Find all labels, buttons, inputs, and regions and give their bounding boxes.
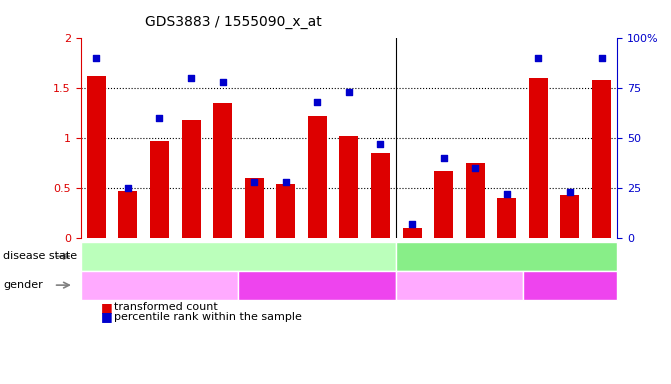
- Bar: [497, 198, 516, 238]
- Text: female: female: [551, 280, 589, 290]
- Point: [438, 155, 449, 161]
- Point: [596, 55, 607, 61]
- Point: [344, 89, 354, 95]
- Bar: [87, 76, 106, 238]
- Bar: [213, 103, 232, 238]
- Bar: [308, 116, 327, 238]
- Bar: [276, 184, 295, 238]
- Point: [533, 55, 544, 61]
- Text: normal glucose tolerance: normal glucose tolerance: [436, 251, 578, 262]
- Text: disease state: disease state: [3, 251, 77, 262]
- Point: [249, 179, 260, 185]
- Bar: [529, 78, 548, 238]
- Text: female: female: [298, 280, 337, 290]
- Point: [501, 191, 512, 197]
- Point: [186, 75, 197, 81]
- Text: ■: ■: [101, 301, 113, 314]
- Bar: [150, 141, 169, 238]
- Point: [154, 115, 165, 121]
- Bar: [466, 163, 484, 238]
- Bar: [371, 153, 390, 238]
- Text: transformed count: transformed count: [114, 302, 218, 312]
- Point: [470, 165, 480, 171]
- Point: [217, 79, 228, 85]
- Text: percentile rank within the sample: percentile rank within the sample: [114, 312, 302, 322]
- Point: [407, 221, 417, 227]
- Text: ■: ■: [101, 310, 113, 323]
- Text: GDS3883 / 1555090_x_at: GDS3883 / 1555090_x_at: [145, 15, 321, 29]
- Bar: [118, 191, 138, 238]
- Point: [375, 141, 386, 147]
- Point: [91, 55, 102, 61]
- Text: male: male: [146, 280, 173, 290]
- Bar: [245, 178, 264, 238]
- Text: type 2 diabetes: type 2 diabetes: [195, 251, 282, 262]
- Text: gender: gender: [3, 280, 43, 290]
- Bar: [403, 228, 421, 238]
- Bar: [182, 120, 201, 238]
- Point: [564, 189, 575, 195]
- Bar: [560, 195, 580, 238]
- Text: male: male: [446, 280, 473, 290]
- Bar: [592, 80, 611, 238]
- Point: [312, 99, 323, 105]
- Bar: [434, 171, 453, 238]
- Point: [123, 185, 134, 191]
- Point: [280, 179, 291, 185]
- Bar: [340, 136, 358, 238]
